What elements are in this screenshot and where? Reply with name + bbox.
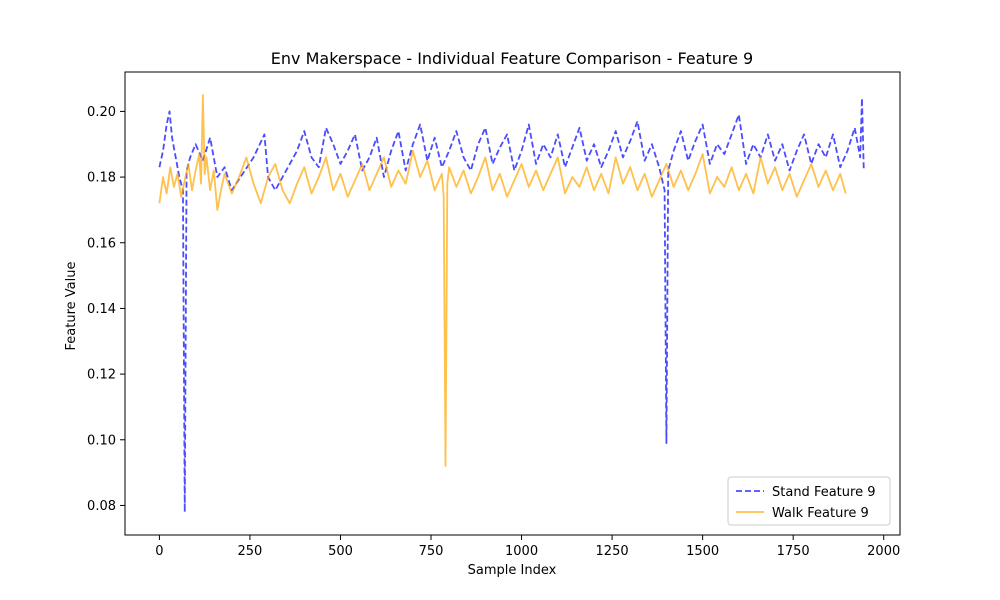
legend-label: Walk Feature 9 [772, 506, 869, 521]
x-axis-label: Sample Index [468, 563, 557, 578]
x-tick-label: 2000 [867, 544, 900, 559]
x-tick-label: 1500 [686, 544, 719, 559]
x-tick-label: 1000 [505, 544, 538, 559]
x-axis-ticks: 0 250 500 750 1000 1250 1500 1750 2000 [155, 535, 900, 559]
legend: Stand Feature 9 Walk Feature 9 [727, 476, 891, 526]
y-axis-ticks: 0.08 0.10 0.12 0.14 0.16 0.18 0.20 [87, 105, 125, 514]
y-tick-label: 0.20 [87, 105, 116, 120]
y-axis-label: Feature Value [64, 262, 79, 351]
y-tick-label: 0.08 [87, 499, 116, 514]
plot-background [125, 72, 900, 535]
x-tick-label: 500 [328, 544, 353, 559]
chart-title: Env Makerspace - Individual Feature Comp… [271, 49, 753, 68]
x-tick-label: 1750 [777, 544, 810, 559]
y-tick-label: 0.10 [87, 433, 116, 448]
plot-area [124, 71, 901, 536]
y-tick-label: 0.16 [87, 236, 116, 251]
legend-label: Stand Feature 9 [772, 485, 875, 500]
x-tick-label: 1250 [596, 544, 629, 559]
x-tick-label: 750 [419, 544, 444, 559]
series-line-walk-feature-9 [158, 94, 847, 467]
y-tick-label: 0.18 [87, 171, 116, 186]
y-tick-label: 0.12 [87, 368, 116, 383]
x-tick-label: 0 [155, 544, 163, 559]
legend-box [727, 476, 891, 526]
y-tick-label: 0.14 [87, 302, 116, 317]
x-tick-label: 250 [238, 544, 263, 559]
plot-frame [124, 71, 901, 536]
